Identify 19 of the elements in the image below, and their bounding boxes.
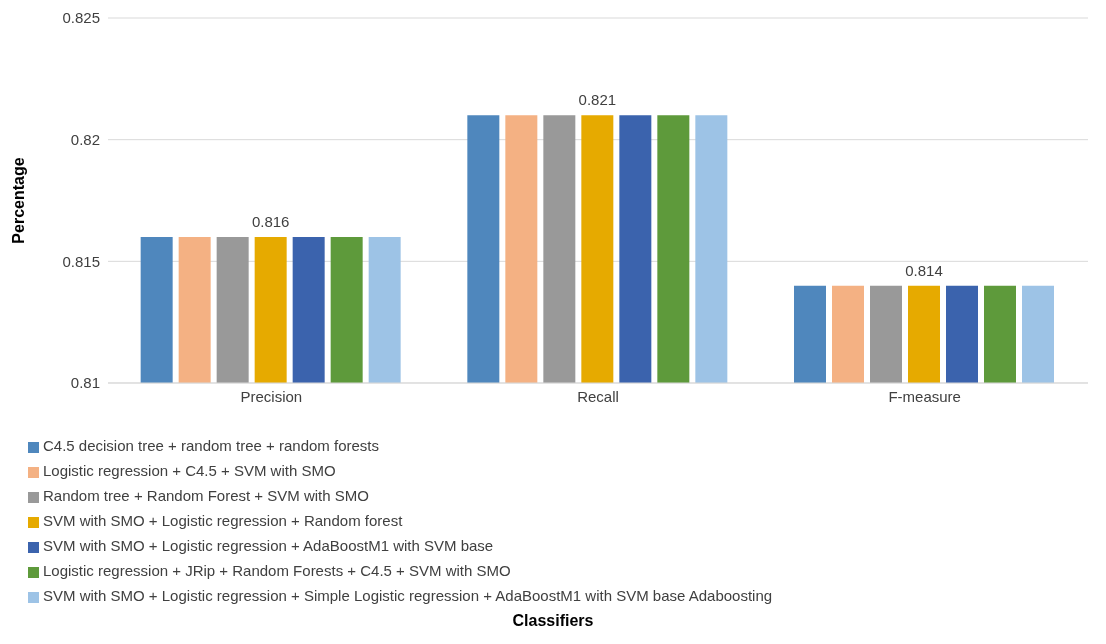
legend-label: Logistic regression + C4.5 + SVM with SMO <box>43 462 336 479</box>
y-axis-title: Percentage <box>9 157 27 244</box>
legend-label: SVM with SMO + Logistic regression + AdaBoostM1 with SVM base <box>43 537 494 554</box>
text: Classifiers <box>511 612 595 630</box>
legend-label: Random tree + Random Forest + SVM with SMO <box>43 487 369 504</box>
x-tick-label: Recall <box>577 387 619 405</box>
legend-label: SVM with SMO + Logistic regression + Random forest <box>43 512 403 529</box>
data-label: 0.821 <box>578 91 617 109</box>
data-label: 0.814 <box>905 261 943 279</box>
y-tick-label: 0.815 <box>62 252 100 270</box>
legend-label: Logistic regression + JRip + Random Forests + C4.5 + SVM with SMO <box>43 562 511 579</box>
legend-label: C4.5 decision tree + random tree + random forests <box>43 437 380 454</box>
y-tick-label: 0.81 <box>70 374 100 392</box>
legend-label: SVM with SMO + Logistic regression + Simple Logistic regression + AdaBoostM1 with SVM base Adaboosting <box>43 587 773 604</box>
data-label: 0.816 <box>251 213 290 230</box>
y-tick-label: 0.825 <box>62 9 100 27</box>
x-tick-label: F-measure <box>888 387 961 405</box>
y-tick-label: 0.82 <box>70 130 100 148</box>
x-tick-label: Precision <box>240 387 303 405</box>
